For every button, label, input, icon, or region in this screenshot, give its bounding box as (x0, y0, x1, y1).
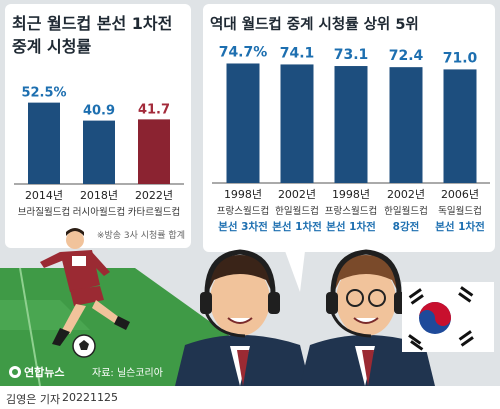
headset-ear-right (268, 292, 280, 314)
chart1-year-label: 2022년 (135, 189, 173, 202)
player-right-leg (92, 300, 120, 324)
chart1-title-line1: 최근 월드컵 본선 1차전 (12, 14, 172, 33)
player-left-leg (62, 304, 86, 334)
flag-trigram (458, 292, 472, 303)
chart2-year-label: 2002년 (278, 188, 316, 201)
chart2-stage-label: 본선 1차전 (272, 220, 322, 233)
chart1-value-label: 52.5% (21, 86, 66, 101)
chart1-value-label: 40.9 (83, 104, 115, 119)
chart1-value-label: 41.7 (138, 102, 170, 117)
commentator-left-mouth (227, 317, 253, 324)
speech-bubble-tail (285, 251, 305, 292)
flag-trigram (410, 294, 424, 305)
flag-trigram (458, 330, 472, 341)
yonhap-logo: 연합뉴스 (9, 365, 64, 379)
flag-trigram (460, 336, 474, 347)
flag-trigram (408, 288, 422, 299)
chart2-cup-label: 프랑스월드컵 (325, 205, 377, 217)
flag-trigram (410, 340, 424, 351)
chart2-stage-label: 본선 1차전 (435, 220, 485, 233)
chart2-bar (226, 63, 260, 184)
credit-bar (0, 386, 500, 409)
yonhap-logo-icon-inner (12, 369, 18, 375)
chart2-bar (389, 67, 423, 183)
flag-taeguk-red (419, 302, 451, 326)
player-head (66, 231, 84, 249)
commentator-left-tie (237, 350, 249, 386)
chart2-value-label: 74.1 (280, 45, 315, 61)
chart2-value-label: 71.0 (443, 50, 478, 66)
chart2-stage-label: 본선 3차전 (218, 220, 268, 233)
chart1-note: ※방송 3사 시청률 합계 (97, 229, 185, 241)
soccer-ball-patch (79, 340, 89, 350)
field-line (19, 267, 41, 387)
headset-mic-left (204, 311, 246, 338)
publish-date: 20221125 (62, 391, 118, 404)
chart2-year-label: 2006년 (441, 188, 479, 201)
chart2-year-label: 2002년 (387, 188, 425, 201)
player-flag-badge (72, 256, 86, 266)
glasses-right-lens (368, 289, 386, 307)
headset-ear-left (200, 292, 212, 314)
chart2-cup-label: 프랑스월드컵 (217, 205, 269, 217)
chart1-cup-label: 러시아월드컵 (73, 206, 125, 218)
chart2-title: 역대 월드컵 중계 시청률 상위 5위 (210, 16, 419, 33)
commentator-left-face (210, 264, 270, 336)
chart2-stage-label: 8강전 (393, 220, 420, 233)
player-left-arm (40, 252, 64, 268)
chart2-year-label: 1998년 (332, 188, 370, 201)
chart2-stage-label: 본선 1차전 (326, 220, 376, 233)
soccer-player-illustration (40, 228, 130, 358)
chart2-cup-label: 한일월드컵 (384, 205, 428, 217)
chart1-cup-label: 브라질월드컵 (18, 206, 70, 218)
chart2-value-label: 74.7% (219, 44, 268, 60)
commentator-left-illustration (175, 249, 310, 386)
chart1-title-line2: 중계 시청률 (12, 37, 91, 56)
player-right-sock (114, 316, 130, 330)
headset-ear-left-2 (326, 292, 338, 314)
commentator-right-tie (362, 350, 374, 386)
yonhap-logo-text: 연합뉴스 (24, 365, 64, 379)
commentator-right-face (336, 264, 396, 336)
player-hair (66, 228, 84, 236)
chart2-cup-label: 독일월드컵 (438, 205, 482, 217)
flag-trigram (408, 334, 422, 345)
player-left-sock (52, 328, 70, 346)
chart1-year-label: 2018년 (80, 189, 118, 202)
chart2-value-label: 72.4 (389, 48, 424, 64)
commentator-left-hair (208, 255, 272, 292)
chart1-bar (83, 120, 115, 184)
player-right-arm (88, 252, 110, 276)
commentator-right-mouth (353, 317, 379, 324)
chart1-cup-label: 카타르월드컵 (128, 206, 180, 218)
chart1-bar (138, 119, 170, 184)
flag-trigram (460, 286, 474, 297)
chart2-bar (334, 66, 368, 183)
commentator-right-hair (334, 255, 398, 292)
chart1-bar (28, 102, 60, 184)
chart2-bar (443, 69, 477, 183)
chart2-year-label: 1998년 (224, 188, 262, 201)
headset-band-right (330, 249, 402, 301)
commentator-right-illustration (300, 249, 435, 386)
chart2-cup-label: 한일월드컵 (275, 205, 319, 217)
korean-flag (402, 282, 494, 352)
chart2-value-label: 73.1 (334, 47, 369, 63)
chart2-bar (280, 64, 314, 183)
glasses-left-lens (346, 289, 364, 307)
headset-mic-right (330, 311, 372, 338)
chart1-year-label: 2014년 (25, 189, 63, 202)
reporter-credit: 김영은 기자 (6, 393, 61, 406)
headset-band-left (204, 249, 276, 301)
source-text: 자료: 닐슨코리아 (92, 367, 163, 379)
